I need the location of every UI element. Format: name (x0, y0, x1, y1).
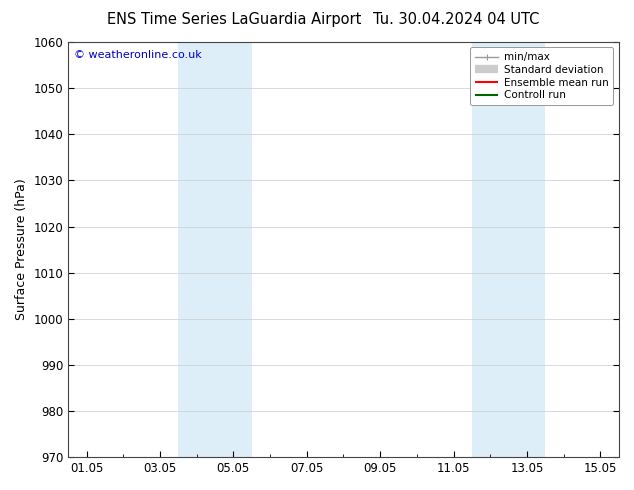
Text: © weatheronline.co.uk: © weatheronline.co.uk (74, 50, 202, 60)
Text: ENS Time Series LaGuardia Airport: ENS Time Series LaGuardia Airport (107, 12, 362, 27)
Bar (508, 42, 545, 457)
Bar (472, 42, 508, 457)
Bar (178, 42, 215, 457)
Text: Tu. 30.04.2024 04 UTC: Tu. 30.04.2024 04 UTC (373, 12, 540, 27)
Bar (215, 42, 252, 457)
Legend: min/max, Standard deviation, Ensemble mean run, Controll run: min/max, Standard deviation, Ensemble me… (470, 47, 614, 105)
Y-axis label: Surface Pressure (hPa): Surface Pressure (hPa) (15, 179, 28, 320)
